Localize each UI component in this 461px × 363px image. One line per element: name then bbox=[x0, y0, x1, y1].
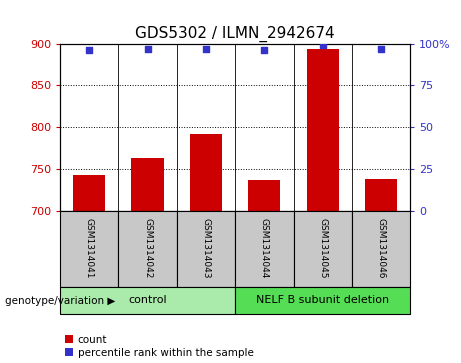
Point bbox=[85, 47, 93, 53]
Text: control: control bbox=[128, 295, 167, 305]
Bar bbox=[131, 158, 164, 211]
Text: GSM1314043: GSM1314043 bbox=[201, 219, 210, 279]
Text: GSM1314042: GSM1314042 bbox=[143, 219, 152, 279]
Legend: count, percentile rank within the sample: count, percentile rank within the sample bbox=[65, 335, 254, 358]
Text: GSM1314046: GSM1314046 bbox=[377, 219, 385, 279]
Point bbox=[202, 46, 210, 52]
Text: GSM1314045: GSM1314045 bbox=[318, 219, 327, 279]
Bar bbox=[307, 49, 339, 211]
Text: GSM1314041: GSM1314041 bbox=[85, 219, 94, 279]
Bar bbox=[60, 287, 235, 314]
Bar bbox=[60, 211, 118, 287]
Point bbox=[319, 42, 326, 48]
Bar bbox=[190, 134, 222, 211]
Point bbox=[144, 46, 151, 52]
Bar bbox=[365, 179, 397, 211]
Text: GSM1314044: GSM1314044 bbox=[260, 219, 269, 279]
Bar bbox=[73, 175, 105, 211]
Point bbox=[378, 46, 385, 52]
Bar bbox=[177, 211, 235, 287]
Bar bbox=[118, 211, 177, 287]
Bar bbox=[352, 211, 410, 287]
Text: NELF B subunit deletion: NELF B subunit deletion bbox=[256, 295, 389, 305]
Title: GDS5302 / ILMN_2942674: GDS5302 / ILMN_2942674 bbox=[135, 26, 335, 42]
Point bbox=[260, 47, 268, 53]
Bar bbox=[248, 180, 280, 211]
Text: genotype/variation ▶: genotype/variation ▶ bbox=[5, 295, 115, 306]
Bar bbox=[235, 211, 294, 287]
Bar bbox=[235, 287, 410, 314]
Bar bbox=[294, 211, 352, 287]
